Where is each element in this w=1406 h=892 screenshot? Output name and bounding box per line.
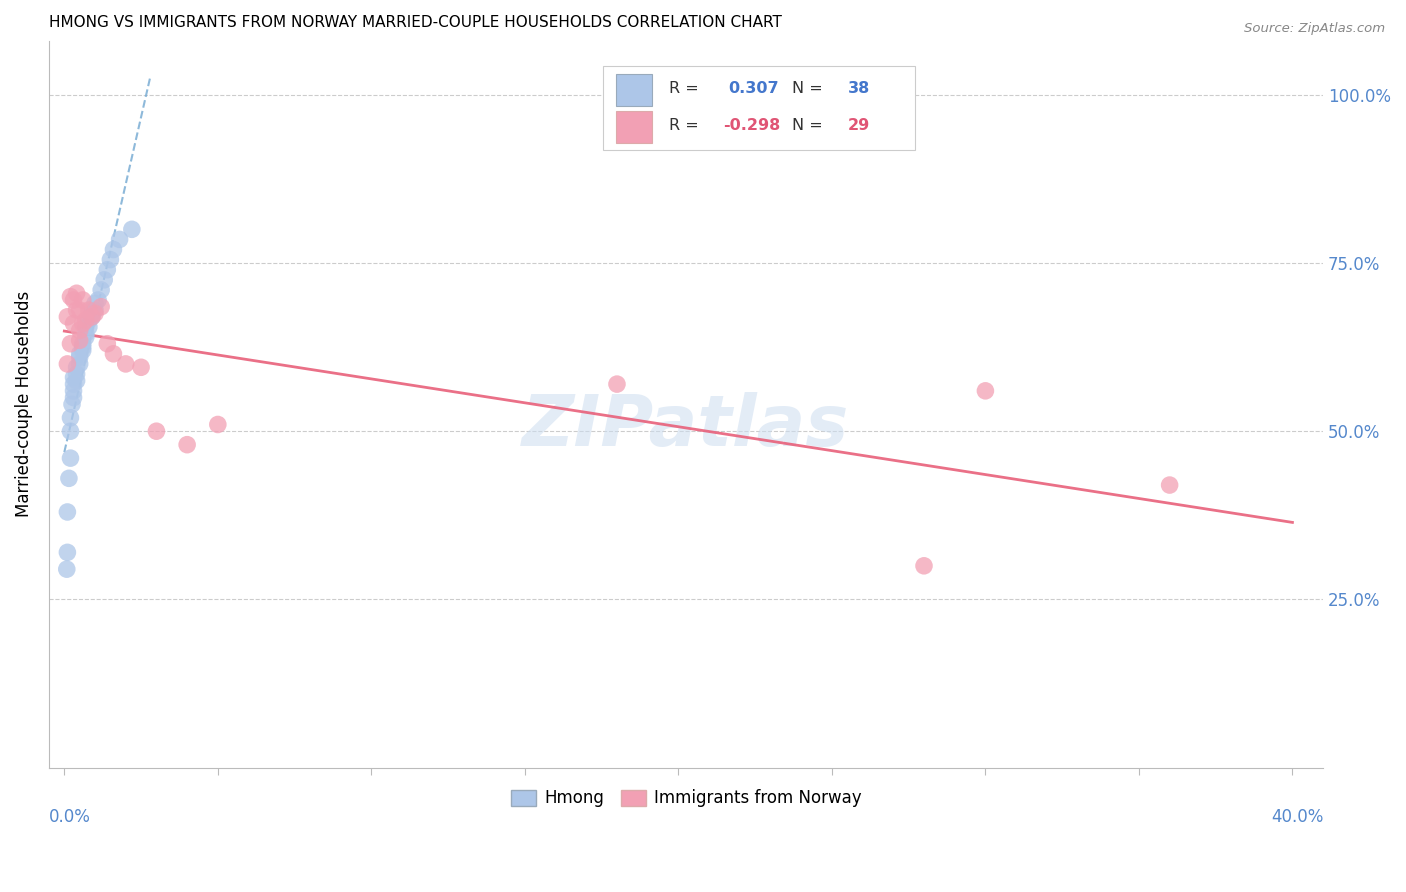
Point (75, 326, 97, 341)
Point (207, 417, 229, 432)
Point (56, 505, 79, 519)
Point (606, 377, 628, 392)
Point (69, 323, 91, 337)
Point (96, 262, 118, 277)
Point (69, 347, 91, 361)
Text: N =: N = (792, 80, 828, 95)
FancyBboxPatch shape (603, 66, 915, 150)
Point (75, 319, 97, 334)
Point (72, 340, 94, 354)
FancyBboxPatch shape (616, 74, 651, 106)
Point (77, 319, 100, 334)
Text: HMONG VS IMMIGRANTS FROM NORWAY MARRIED-COUPLE HOUSEHOLDS CORRELATION CHART: HMONG VS IMMIGRANTS FROM NORWAY MARRIED-… (49, 15, 782, 30)
Point (62, 384, 84, 398)
Point (59, 336, 82, 351)
Point (129, 360, 152, 375)
Y-axis label: Married-couple Households: Married-couple Households (15, 291, 32, 517)
Text: 40.0%: 40.0% (1271, 807, 1323, 826)
Point (69, 350, 91, 364)
Point (65, 303, 87, 318)
FancyBboxPatch shape (616, 111, 651, 143)
Point (80, 306, 103, 320)
Text: ZIPatlas: ZIPatlas (523, 392, 849, 460)
Point (62, 391, 84, 405)
Point (59, 410, 82, 425)
Point (65, 286, 87, 301)
Point (90, 300, 112, 314)
Legend: Hmong, Immigrants from Norway: Hmong, Immigrants from Norway (503, 782, 868, 814)
Point (56, 357, 79, 371)
Point (65, 374, 87, 388)
Point (100, 252, 122, 267)
Point (114, 357, 136, 371)
Point (96, 336, 118, 351)
Text: R =: R = (669, 119, 704, 134)
Point (59, 424, 82, 438)
Point (145, 424, 167, 438)
Point (912, 558, 935, 573)
Point (55, 562, 77, 576)
Text: Source: ZipAtlas.com: Source: ZipAtlas.com (1244, 22, 1385, 36)
Point (80, 310, 103, 324)
Point (58, 471, 80, 485)
Point (103, 243, 125, 257)
Point (80, 310, 103, 324)
Text: 38: 38 (848, 80, 870, 95)
Point (108, 232, 131, 246)
Point (62, 370, 84, 384)
Point (59, 451, 82, 466)
Point (72, 317, 94, 331)
Text: 0.0%: 0.0% (49, 807, 91, 826)
Point (90, 283, 112, 297)
Point (62, 377, 84, 392)
Point (84, 303, 107, 318)
Point (60, 397, 83, 411)
Point (72, 343, 94, 358)
Point (72, 293, 94, 307)
Point (84, 306, 107, 320)
Point (176, 438, 198, 452)
Point (69, 334, 91, 348)
Text: 29: 29 (848, 119, 870, 134)
Point (65, 367, 87, 381)
Point (77, 303, 100, 318)
Point (75, 313, 97, 327)
Text: 0.307: 0.307 (728, 80, 779, 95)
Point (121, 222, 143, 236)
Point (84, 296, 107, 310)
Point (62, 293, 84, 307)
Point (62, 317, 84, 331)
Point (93, 273, 115, 287)
Point (56, 545, 79, 559)
Text: R =: R = (669, 80, 704, 95)
Text: N =: N = (792, 119, 828, 134)
Point (59, 290, 82, 304)
Point (69, 303, 91, 318)
Point (69, 357, 91, 371)
Point (65, 360, 87, 375)
Point (1159, 478, 1181, 492)
Point (72, 336, 94, 351)
Point (75, 330, 97, 344)
Point (87, 293, 110, 307)
Point (77, 313, 100, 327)
Point (974, 384, 997, 398)
Text: -0.298: -0.298 (723, 119, 780, 134)
Point (103, 347, 125, 361)
Point (56, 310, 79, 324)
